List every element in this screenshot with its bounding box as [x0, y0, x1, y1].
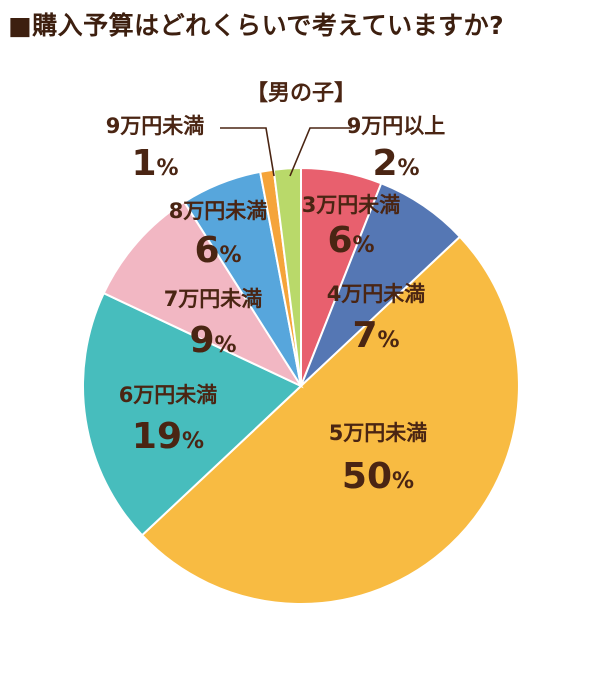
slice-label-3: 5万円未満 [329, 421, 428, 445]
slice-label-1: 3万円未満 [302, 193, 401, 217]
slice-label-7: 9万円未満 [106, 114, 205, 138]
leader-line-8 [289, 127, 352, 177]
slice-label-2: 4万円未満 [327, 282, 426, 306]
slice-value-4: 19% [132, 416, 204, 457]
chart-subtitle: 【男の子】 [246, 81, 356, 106]
slice-label-6: 8万円未満 [169, 199, 268, 223]
pie-slice-5 [102, 200, 304, 389]
slice-value-7: 1% [131, 143, 178, 184]
slice-value-5: 9% [189, 320, 236, 361]
pie-slice-3 [140, 235, 520, 605]
slice-labels: 3万円未満6%4万円未満7%5万円未満50%6万円未満19%7万円未満9%8万円… [106, 114, 446, 497]
pie-slice-4 [82, 291, 303, 537]
slice-value-3: 50% [342, 456, 414, 497]
leader-lines [220, 127, 352, 177]
slice-value-8: 2% [372, 143, 419, 184]
pie-slices [82, 166, 520, 605]
slice-label-4: 6万円未満 [119, 383, 218, 407]
leader-line-7 [220, 127, 275, 177]
chart-title: ■購入予算はどれくらいで考えていますか? [8, 11, 505, 40]
slice-label-5: 7万円未満 [164, 287, 263, 311]
slice-label-8: 9万円以上 [347, 114, 446, 138]
